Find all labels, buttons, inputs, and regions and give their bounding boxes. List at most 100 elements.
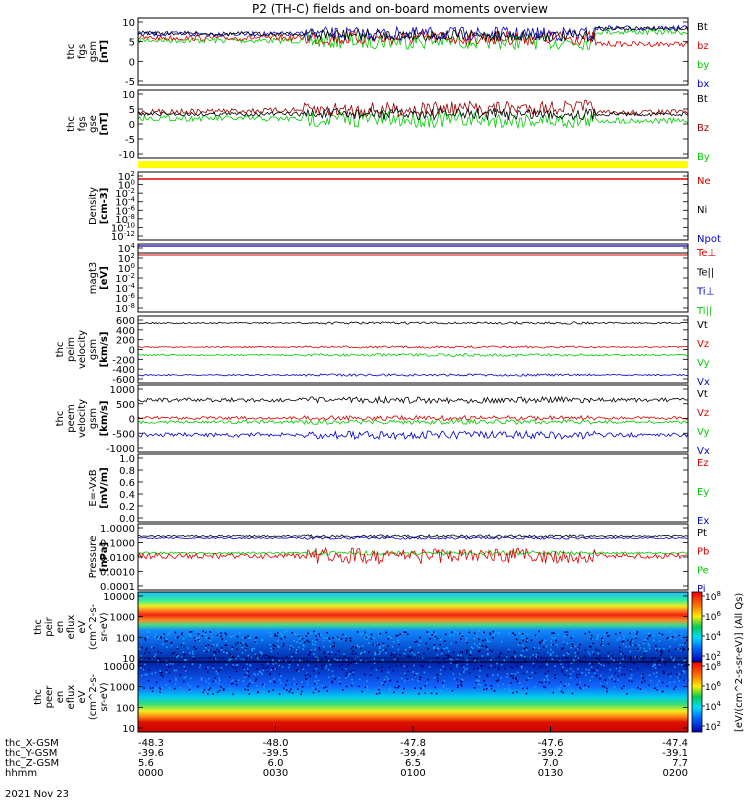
spectrogram-pixel bbox=[315, 631, 317, 634]
spectrogram-pixel bbox=[563, 643, 565, 645]
spectrogram-pixel bbox=[242, 666, 244, 669]
spectrogram-pixel bbox=[272, 663, 275, 665]
spectrogram-pixel bbox=[160, 674, 163, 676]
spectrogram-pixel bbox=[452, 651, 455, 653]
spectrogram-pixel bbox=[446, 647, 449, 649]
spectrogram-pixel bbox=[489, 640, 491, 643]
spectrogram-pixel bbox=[269, 673, 271, 676]
spectrogram-pixel bbox=[348, 673, 351, 675]
spectrogram-pixel bbox=[529, 656, 531, 659]
spectrogram-pixel bbox=[207, 644, 210, 646]
spectrogram-pixel bbox=[350, 647, 353, 650]
colorbar-tick-label: 104 bbox=[705, 630, 721, 643]
spectrogram-pixel bbox=[619, 667, 622, 669]
spectrogram-pixel bbox=[522, 644, 524, 647]
spectrogram-pixel bbox=[406, 678, 409, 680]
spectrogram-pixel bbox=[256, 657, 259, 659]
legend-Ni: Ni bbox=[697, 205, 707, 216]
spectrogram-pixel bbox=[345, 677, 347, 679]
spectrogram-pixel bbox=[669, 681, 671, 684]
spectrogram-pixel bbox=[352, 660, 355, 663]
spectrogram-pixel bbox=[636, 667, 639, 670]
spectrogram-pixel bbox=[648, 647, 651, 650]
spectrogram-pixel bbox=[557, 633, 560, 636]
y-tick-label: 0.0100 bbox=[100, 553, 135, 564]
spectrogram-pixel bbox=[393, 691, 395, 693]
spectrogram-pixel bbox=[248, 675, 250, 678]
spectrogram-pixel bbox=[463, 666, 465, 668]
spectrogram-pixel bbox=[466, 652, 468, 654]
spectrogram-pixel bbox=[382, 684, 385, 686]
spectrogram-pixel bbox=[206, 671, 209, 673]
spectrogram-pixel bbox=[590, 666, 593, 669]
spectrogram-pixel bbox=[625, 645, 627, 648]
spectrogram-pixel bbox=[251, 681, 254, 684]
spectrogram-pixel bbox=[272, 689, 274, 691]
spectrogram-pixel bbox=[416, 672, 419, 675]
spectrogram-pixel bbox=[414, 687, 416, 689]
spectrogram-pixel bbox=[188, 634, 190, 636]
spectrogram-pixel bbox=[184, 670, 187, 672]
spectrogram-pixel bbox=[205, 667, 208, 670]
spectrogram-pixel bbox=[554, 677, 556, 680]
spectrogram-pixel bbox=[159, 671, 161, 674]
spectrogram-pixel bbox=[278, 659, 281, 662]
spectrogram-pixel bbox=[239, 642, 242, 644]
spectrogram-pixel bbox=[161, 686, 163, 689]
spectrogram-pixel bbox=[302, 644, 305, 646]
spectrogram-pixel bbox=[194, 638, 197, 640]
spectrogram-pixel bbox=[558, 687, 561, 689]
spectrogram-pixel bbox=[601, 644, 604, 647]
spectrogram-pixel bbox=[165, 671, 168, 673]
spectrogram-pixel bbox=[668, 659, 670, 661]
spectrogram-pixel bbox=[354, 652, 357, 655]
spectrogram-pixel bbox=[180, 656, 183, 659]
spectrogram-pixel bbox=[228, 651, 230, 653]
spectrogram-pixel bbox=[459, 680, 462, 682]
spectrogram-pixel bbox=[460, 638, 462, 640]
spectrogram-pixel bbox=[352, 671, 355, 674]
spectrogram-pixel bbox=[523, 656, 526, 658]
spectrogram-pixel bbox=[575, 649, 577, 651]
spectrogram-pixel bbox=[611, 678, 614, 681]
spectrogram-pixel bbox=[372, 643, 375, 646]
spectrogram-pixel bbox=[155, 633, 158, 636]
spectrogram-pixel bbox=[339, 682, 341, 685]
spectrogram-pixel bbox=[564, 631, 567, 633]
spectrogram-pixel bbox=[511, 674, 514, 677]
x-tick-label: -47.4 bbox=[662, 738, 688, 749]
spectrogram-pixel bbox=[435, 692, 438, 695]
spectrogram-pixel bbox=[647, 643, 650, 645]
spectrogram-pixel bbox=[684, 659, 686, 662]
spectrogram-pixel bbox=[266, 662, 269, 665]
spectrogram-pixel bbox=[318, 655, 321, 658]
y-tick-label: 10 bbox=[122, 724, 135, 735]
x-tick-label: -47.8 bbox=[400, 738, 426, 749]
spectrogram-pixel bbox=[502, 683, 504, 685]
spectrogram-pixel bbox=[634, 637, 637, 639]
spectrogram-pixel bbox=[553, 632, 555, 634]
spectrogram-pixel bbox=[160, 636, 162, 638]
spectrogram-pixel bbox=[552, 651, 554, 654]
spectrogram-pixel bbox=[622, 642, 625, 645]
y-tick-label: 102 bbox=[118, 252, 135, 265]
spectrogram-pixel bbox=[182, 637, 185, 640]
spectrogram-pixel bbox=[313, 691, 316, 693]
spectrogram-pixel bbox=[401, 692, 404, 694]
spectrogram-pixel bbox=[306, 672, 309, 675]
colorbar-label: [eV/(cm^2-s-sr-eV)] (All Qs) bbox=[734, 593, 745, 732]
spectrogram-pixel bbox=[352, 650, 354, 652]
spectrogram-pixel bbox=[545, 666, 547, 669]
spectrogram-pixel bbox=[256, 636, 258, 639]
spectrogram-pixel bbox=[258, 654, 261, 656]
spectrogram-pixel bbox=[548, 681, 551, 684]
spectrogram-pixel bbox=[538, 666, 541, 669]
spectrogram-pixel bbox=[477, 683, 480, 686]
spectrogram-pixel bbox=[326, 637, 329, 640]
spectrogram-pixel bbox=[212, 667, 214, 669]
x-tick-label: 0200 bbox=[663, 768, 688, 779]
spectrogram-pixel bbox=[460, 685, 463, 687]
spectrogram-pixel bbox=[385, 631, 388, 634]
